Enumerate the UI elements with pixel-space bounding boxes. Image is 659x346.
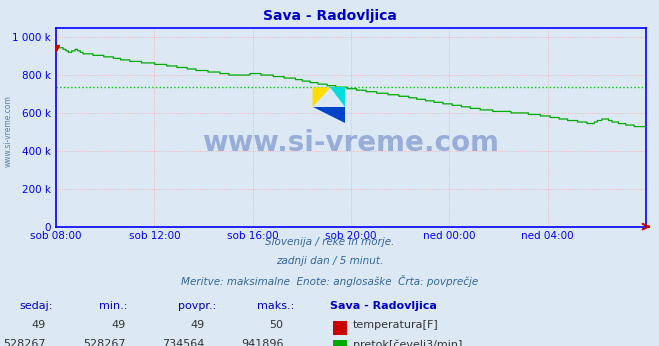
Text: 528267: 528267 [83, 339, 125, 346]
Text: www.si-vreme.com: www.si-vreme.com [3, 95, 13, 167]
Text: Sava - Radovljica: Sava - Radovljica [330, 301, 436, 311]
Text: www.si-vreme.com: www.si-vreme.com [202, 129, 500, 157]
Text: povpr.:: povpr.: [178, 301, 216, 311]
Text: Meritve: maksimalne  Enote: anglosaške  Črta: povprečje: Meritve: maksimalne Enote: anglosaške Čr… [181, 275, 478, 287]
Text: 50: 50 [270, 320, 283, 330]
Polygon shape [312, 88, 330, 107]
Text: min.:: min.: [99, 301, 127, 311]
Text: 941896: 941896 [241, 339, 283, 346]
Text: zadnji dan / 5 minut.: zadnji dan / 5 minut. [276, 256, 383, 266]
Polygon shape [330, 88, 345, 107]
Text: maks.:: maks.: [257, 301, 295, 311]
Text: sedaj:: sedaj: [20, 301, 53, 311]
Text: Slovenija / reke in morje.: Slovenija / reke in morje. [265, 237, 394, 247]
Text: 49: 49 [190, 320, 204, 330]
Polygon shape [312, 107, 345, 123]
Text: pretok[čevelj3/min]: pretok[čevelj3/min] [353, 339, 462, 346]
Text: Sava - Radovljica: Sava - Radovljica [262, 9, 397, 22]
Text: 528267: 528267 [4, 339, 46, 346]
Text: temperatura[F]: temperatura[F] [353, 320, 438, 330]
Text: 49: 49 [32, 320, 46, 330]
Text: 49: 49 [111, 320, 125, 330]
Text: 734564: 734564 [162, 339, 204, 346]
